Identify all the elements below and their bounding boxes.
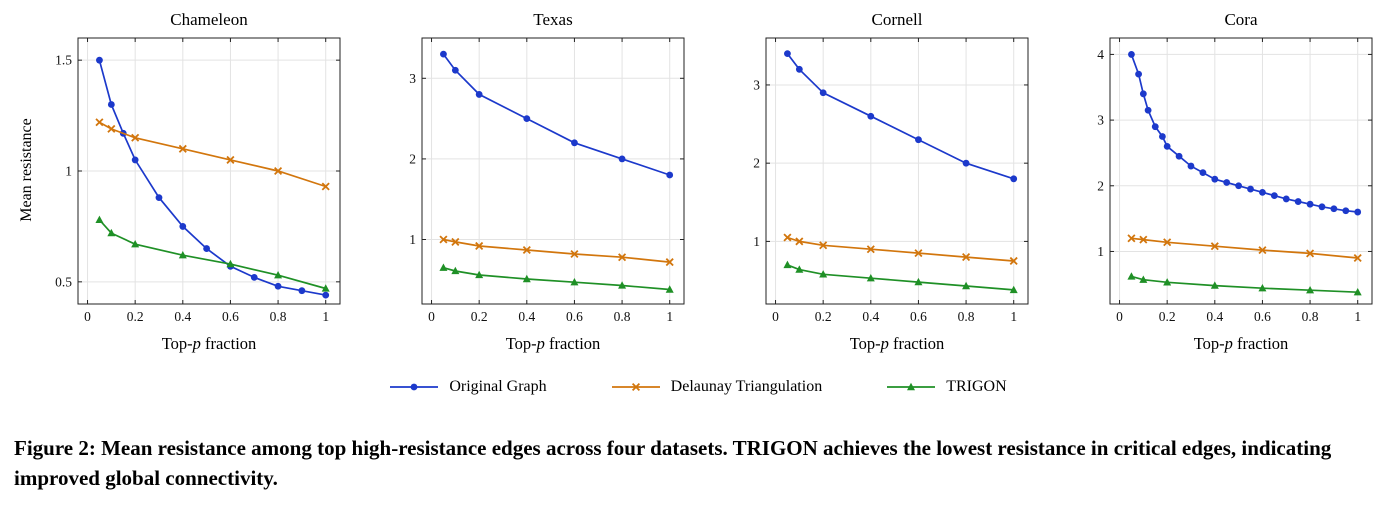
svg-text:2: 2 — [409, 151, 416, 166]
x-axis-label-suffix: fraction — [1232, 334, 1289, 353]
chart-column-cora: Cora 0 0.2 0.4 0.6 0.8 1 1 2 3 4 Top-p fraction — [1072, 8, 1382, 358]
x-axis-label-suffix: fraction — [888, 334, 945, 353]
chart-cora-plot: 0 0.2 0.4 0.6 0.8 1 1 2 3 4 — [1097, 37, 1373, 324]
chart-panel-texas: Texas 0 0.2 0.4 0.6 0.8 1 1 2 3 Top-p fraction — [384, 8, 694, 358]
svg-text:3: 3 — [409, 71, 416, 86]
svg-text:0.4: 0.4 — [1206, 309, 1223, 324]
chart-column-chameleon: Chameleon 0 0.2 0.4 0.6 0.8 1 0.5 1 1.5 Top-p fr… — [40, 8, 350, 358]
legend-label-original-graph: Original Graph — [449, 378, 547, 395]
legend: Original Graph Delaunay Triangulation TR… — [14, 378, 1382, 396]
svg-text:1: 1 — [409, 232, 416, 247]
legend-item-delaunay-triangulation: Delaunay Triangulation — [611, 378, 823, 396]
svg-text:4: 4 — [1097, 47, 1104, 62]
svg-text:1: 1 — [322, 309, 329, 324]
svg-text:2: 2 — [1097, 178, 1104, 193]
x-axis-label-chameleon: Top-p fraction — [40, 332, 350, 358]
svg-text:0.4: 0.4 — [518, 309, 535, 324]
x-axis-label-text: Top- — [505, 334, 537, 353]
svg-text:0.8: 0.8 — [1302, 309, 1319, 324]
delaunay-line-x-icon — [611, 382, 660, 392]
y-axis-label-text: Mean resistance — [18, 118, 36, 222]
legend-label-trigon: TRIGON — [946, 378, 1007, 395]
svg-text:0.5: 0.5 — [55, 274, 72, 289]
svg-text:0.2: 0.2 — [471, 309, 488, 324]
svg-text:0.6: 0.6 — [566, 309, 583, 324]
x-axis-label-p: p — [880, 334, 889, 353]
svg-text:0.6: 0.6 — [222, 309, 239, 324]
x-axis-label-suffix: fraction — [544, 334, 601, 353]
x-axis-label-text: Top- — [161, 334, 193, 353]
chart-column-texas: Texas 0 0.2 0.4 0.6 0.8 1 1 2 3 Top-p fraction — [384, 8, 694, 358]
chart-panel-chameleon: Mean resistance Chameleon 0 0.2 0.4 0.6 0.8 1… — [14, 8, 350, 358]
svg-text:0: 0 — [84, 309, 91, 324]
x-axis-label-texas: Top-p fraction — [384, 332, 694, 358]
svg-text:0.2: 0.2 — [815, 309, 832, 324]
figure-caption: Figure 2: Mean resistance among top high… — [14, 436, 1332, 490]
chart-title-texas: Texas — [533, 10, 573, 29]
svg-text:0: 0 — [428, 309, 435, 324]
x-axis-label-suffix: fraction — [200, 334, 257, 353]
svg-text:0: 0 — [772, 309, 779, 324]
chart-texas-plot: 0 0.2 0.4 0.6 0.8 1 1 2 3 — [409, 37, 685, 324]
trigon-line-triangle-icon — [887, 382, 936, 391]
x-axis-label-text: Top- — [849, 334, 881, 353]
chart-panel-cornell: Cornell 0 0.2 0.4 0.6 0.8 1 1 2 3 Top-p fraction — [728, 8, 1038, 358]
chart-title-cornell: Cornell — [871, 10, 923, 29]
svg-text:2: 2 — [753, 156, 760, 171]
y-axis-label: Mean resistance — [14, 8, 40, 332]
svg-text:0.6: 0.6 — [1254, 309, 1271, 324]
svg-text:1: 1 — [1354, 309, 1361, 324]
chart-cornell-plot: 0 0.2 0.4 0.6 0.8 1 1 2 3 — [753, 37, 1029, 324]
svg-text:0.2: 0.2 — [1159, 309, 1176, 324]
chart-column-cornell: Cornell 0 0.2 0.4 0.6 0.8 1 1 2 3 Top-p fraction — [728, 8, 1038, 358]
legend-label-delaunay-triangulation: Delaunay Triangulation — [670, 378, 823, 395]
svg-text:0: 0 — [1116, 309, 1123, 324]
svg-text:0.2: 0.2 — [127, 309, 144, 324]
chart-panel-cora: Cora 0 0.2 0.4 0.6 0.8 1 1 2 3 4 Top-p fraction — [1072, 8, 1382, 358]
svg-text:0.4: 0.4 — [174, 309, 191, 324]
original-graph-line-circle-icon — [390, 383, 439, 391]
chart-chameleon-plot: 0 0.2 0.4 0.6 0.8 1 0.5 1 1.5 — [55, 37, 341, 324]
x-axis-label-p: p — [1224, 334, 1233, 353]
chart-title-chameleon: Chameleon — [170, 10, 248, 29]
svg-text:3: 3 — [1097, 113, 1104, 128]
svg-text:0.8: 0.8 — [270, 309, 287, 324]
charts-row: Mean resistance Chameleon 0 0.2 0.4 0.6 0.8 1… — [14, 8, 1382, 358]
x-axis-label-p: p — [192, 334, 201, 353]
svg-text:1.5: 1.5 — [55, 53, 72, 68]
x-axis-label-p: p — [536, 334, 545, 353]
svg-text:3: 3 — [753, 77, 760, 92]
x-axis-label-cornell: Top-p fraction — [728, 332, 1038, 358]
chart-title-cora: Cora — [1224, 10, 1258, 29]
svg-text:0.8: 0.8 — [958, 309, 975, 324]
svg-text:1: 1 — [753, 234, 760, 249]
svg-text:0.4: 0.4 — [862, 309, 879, 324]
svg-text:0.6: 0.6 — [910, 309, 927, 324]
svg-text:1: 1 — [1097, 244, 1104, 259]
x-axis-label-text: Top- — [1193, 334, 1225, 353]
svg-text:0.8: 0.8 — [614, 309, 631, 324]
svg-text:1: 1 — [666, 309, 673, 324]
x-axis-label-cora: Top-p fraction — [1072, 332, 1382, 358]
legend-item-original-graph: Original Graph — [389, 378, 547, 396]
svg-text:1: 1 — [1010, 309, 1017, 324]
svg-text:1: 1 — [65, 164, 72, 179]
legend-item-trigon: TRIGON — [886, 378, 1007, 396]
